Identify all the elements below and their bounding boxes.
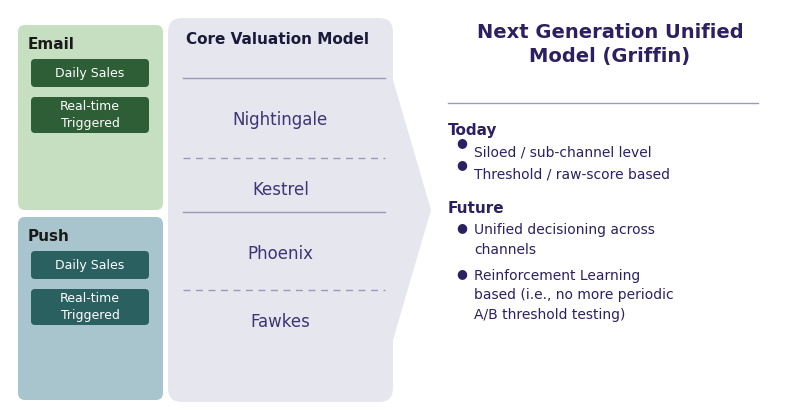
FancyBboxPatch shape	[31, 97, 149, 133]
Text: Core Valuation Model: Core Valuation Model	[186, 32, 369, 47]
Text: Email: Email	[28, 37, 75, 52]
Text: ●: ●	[456, 136, 467, 150]
Text: Unified decisioning across
channels: Unified decisioning across channels	[474, 223, 655, 257]
Text: ●: ●	[456, 158, 467, 171]
Text: Reinforcement Learning
based (i.e., no more periodic
A/B threshold testing): Reinforcement Learning based (i.e., no m…	[474, 269, 674, 322]
Text: ●: ●	[456, 267, 467, 280]
Text: ●: ●	[456, 221, 467, 234]
Text: Siloed / sub-channel level: Siloed / sub-channel level	[474, 145, 652, 159]
Text: Future: Future	[448, 201, 505, 216]
Text: Today: Today	[448, 123, 498, 138]
Text: Next Generation Unified
Model (Griffin): Next Generation Unified Model (Griffin)	[477, 23, 743, 66]
Text: Real-time
Triggered: Real-time Triggered	[60, 292, 120, 322]
Text: Kestrel: Kestrel	[252, 181, 309, 199]
Text: Daily Sales: Daily Sales	[55, 258, 125, 271]
Text: Push: Push	[28, 229, 70, 244]
FancyBboxPatch shape	[18, 217, 163, 400]
Text: Real-time
Triggered: Real-time Triggered	[60, 100, 120, 130]
FancyBboxPatch shape	[31, 289, 149, 325]
Text: Fawkes: Fawkes	[250, 313, 310, 331]
Text: Phoenix: Phoenix	[247, 245, 314, 263]
FancyBboxPatch shape	[31, 251, 149, 279]
Text: Threshold / raw-score based: Threshold / raw-score based	[474, 167, 670, 181]
Polygon shape	[379, 32, 431, 388]
Text: Daily Sales: Daily Sales	[55, 66, 125, 79]
Text: Nightingale: Nightingale	[233, 111, 328, 129]
FancyBboxPatch shape	[168, 18, 393, 402]
FancyBboxPatch shape	[18, 25, 163, 210]
FancyBboxPatch shape	[31, 59, 149, 87]
